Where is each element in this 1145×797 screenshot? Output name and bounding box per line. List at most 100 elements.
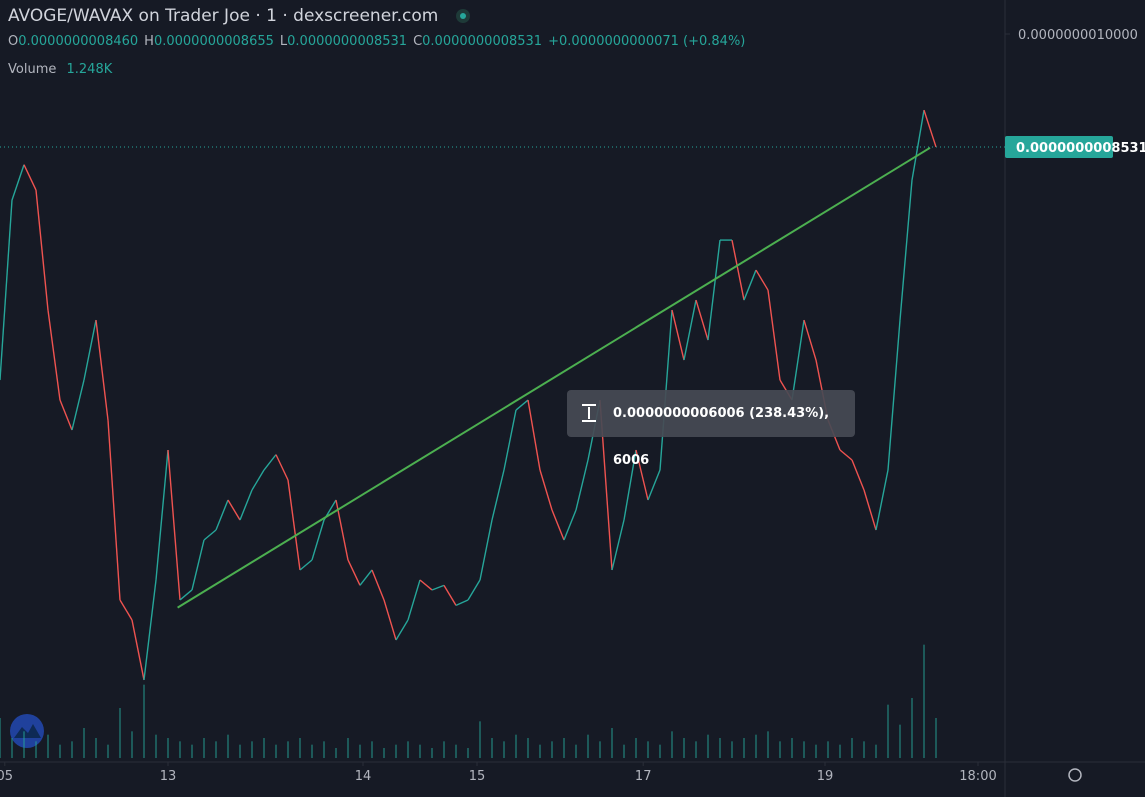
price-segment — [803, 319, 817, 361]
price-segment — [839, 449, 853, 461]
price-segment — [863, 489, 877, 531]
volume-bar — [191, 744, 193, 758]
volume-bar — [563, 738, 565, 758]
price-segment — [503, 409, 517, 471]
price-segment — [143, 579, 157, 681]
y-tick-label: 0.0000000010000 — [1018, 28, 1138, 43]
volume-bar — [827, 741, 829, 758]
volume-bar — [527, 738, 529, 758]
volume-bar — [551, 741, 553, 758]
price-segment — [299, 559, 313, 571]
volume-bar — [623, 744, 625, 758]
last-price-box — [1005, 135, 1113, 158]
volume-bar — [503, 741, 505, 758]
price-segment — [47, 309, 61, 401]
volume-bar — [899, 724, 901, 758]
ohlc-key: H — [144, 34, 154, 49]
last-price-label: 0.0000000008531 — [1016, 141, 1145, 156]
price-segment — [395, 619, 409, 641]
volume-bar — [443, 741, 445, 758]
volume-bar — [311, 744, 313, 758]
volume-bar — [767, 731, 769, 758]
volume-bar — [755, 734, 757, 758]
volume-bar — [47, 734, 49, 758]
volume-label: Volume — [8, 62, 57, 77]
price-segment — [611, 519, 625, 571]
x-tick-label: 19 — [817, 769, 834, 784]
price-segment — [239, 489, 253, 521]
x-tick-label: 17 — [635, 769, 652, 784]
price-segment — [563, 509, 577, 541]
volume-bar — [803, 741, 805, 758]
price-segment — [95, 319, 109, 421]
ohlc-line: O0.0000000008460 H0.0000000008655 L0.00000… — [8, 34, 745, 49]
trend-line — [177, 146, 931, 609]
volume-bar — [71, 741, 73, 758]
price-segment — [767, 289, 781, 381]
volume-line: Volume 1.248K — [8, 62, 112, 77]
price-segment — [851, 459, 865, 491]
price-segment — [11, 164, 25, 201]
price-segment — [755, 269, 769, 291]
price-segment — [443, 585, 457, 606]
price-segment — [707, 239, 721, 341]
price-segment — [275, 454, 289, 481]
volume-bar — [107, 744, 109, 758]
settings-icon[interactable] — [1068, 768, 1082, 782]
volume-bar — [731, 741, 733, 758]
volume-bar — [419, 744, 421, 758]
volume-bar — [179, 741, 181, 758]
volume-bar — [323, 741, 325, 758]
price-segment — [635, 449, 649, 501]
volume-bar — [203, 738, 205, 758]
volume-bar — [275, 744, 277, 758]
price-segment — [875, 469, 889, 531]
volume-bar — [95, 738, 97, 758]
volume-bar — [35, 741, 37, 758]
volume-bar — [359, 744, 361, 758]
price-segment — [539, 469, 553, 511]
volume-bar — [467, 748, 469, 758]
price-segment — [191, 539, 205, 591]
volume-bar — [299, 738, 301, 758]
volume-bar — [839, 744, 841, 758]
volume-bar — [59, 744, 61, 758]
volume-bar — [479, 721, 481, 758]
volume-value: 1.248K — [66, 62, 113, 77]
measure-tooltip: 0.0000000006006 (238.43%), 6006 — [567, 390, 855, 468]
volume-bar — [239, 744, 241, 758]
price-segment — [251, 469, 265, 491]
volume-bar — [875, 744, 877, 758]
ohlc-key: L — [279, 34, 288, 49]
volume-bar — [743, 738, 745, 758]
volume-bar — [131, 731, 133, 758]
measure-text: 0.0000000006006 (238.43%), 6006 — [613, 406, 830, 468]
logo[interactable] — [10, 714, 44, 748]
ohlc-value: 0.0000000008531 — [422, 34, 543, 49]
logo-mark — [14, 724, 41, 738]
price-segment — [911, 110, 925, 181]
volume-bar — [911, 698, 913, 758]
price-segment — [575, 459, 589, 511]
price-segment — [311, 519, 325, 561]
volume-bar — [0, 718, 1, 758]
price-segment — [227, 499, 241, 521]
volume-bar — [119, 708, 121, 758]
volume-bar — [167, 738, 169, 758]
volume-bar — [431, 748, 433, 758]
price-segment — [23, 164, 37, 191]
volume-bar — [335, 748, 337, 758]
volume-bar — [635, 738, 637, 758]
volume-bar — [539, 744, 541, 758]
volume-bar — [695, 741, 697, 758]
volume-bar — [215, 741, 217, 758]
price-segment — [731, 239, 745, 301]
price-segment — [491, 469, 505, 521]
price-segment — [71, 379, 85, 431]
price-segment — [383, 599, 397, 641]
volume-bar — [83, 728, 85, 758]
price-segment — [791, 319, 805, 401]
ohlc-value: 0.0000000008531 — [287, 34, 408, 49]
volume-bar — [671, 731, 673, 758]
price-segment — [35, 190, 49, 311]
